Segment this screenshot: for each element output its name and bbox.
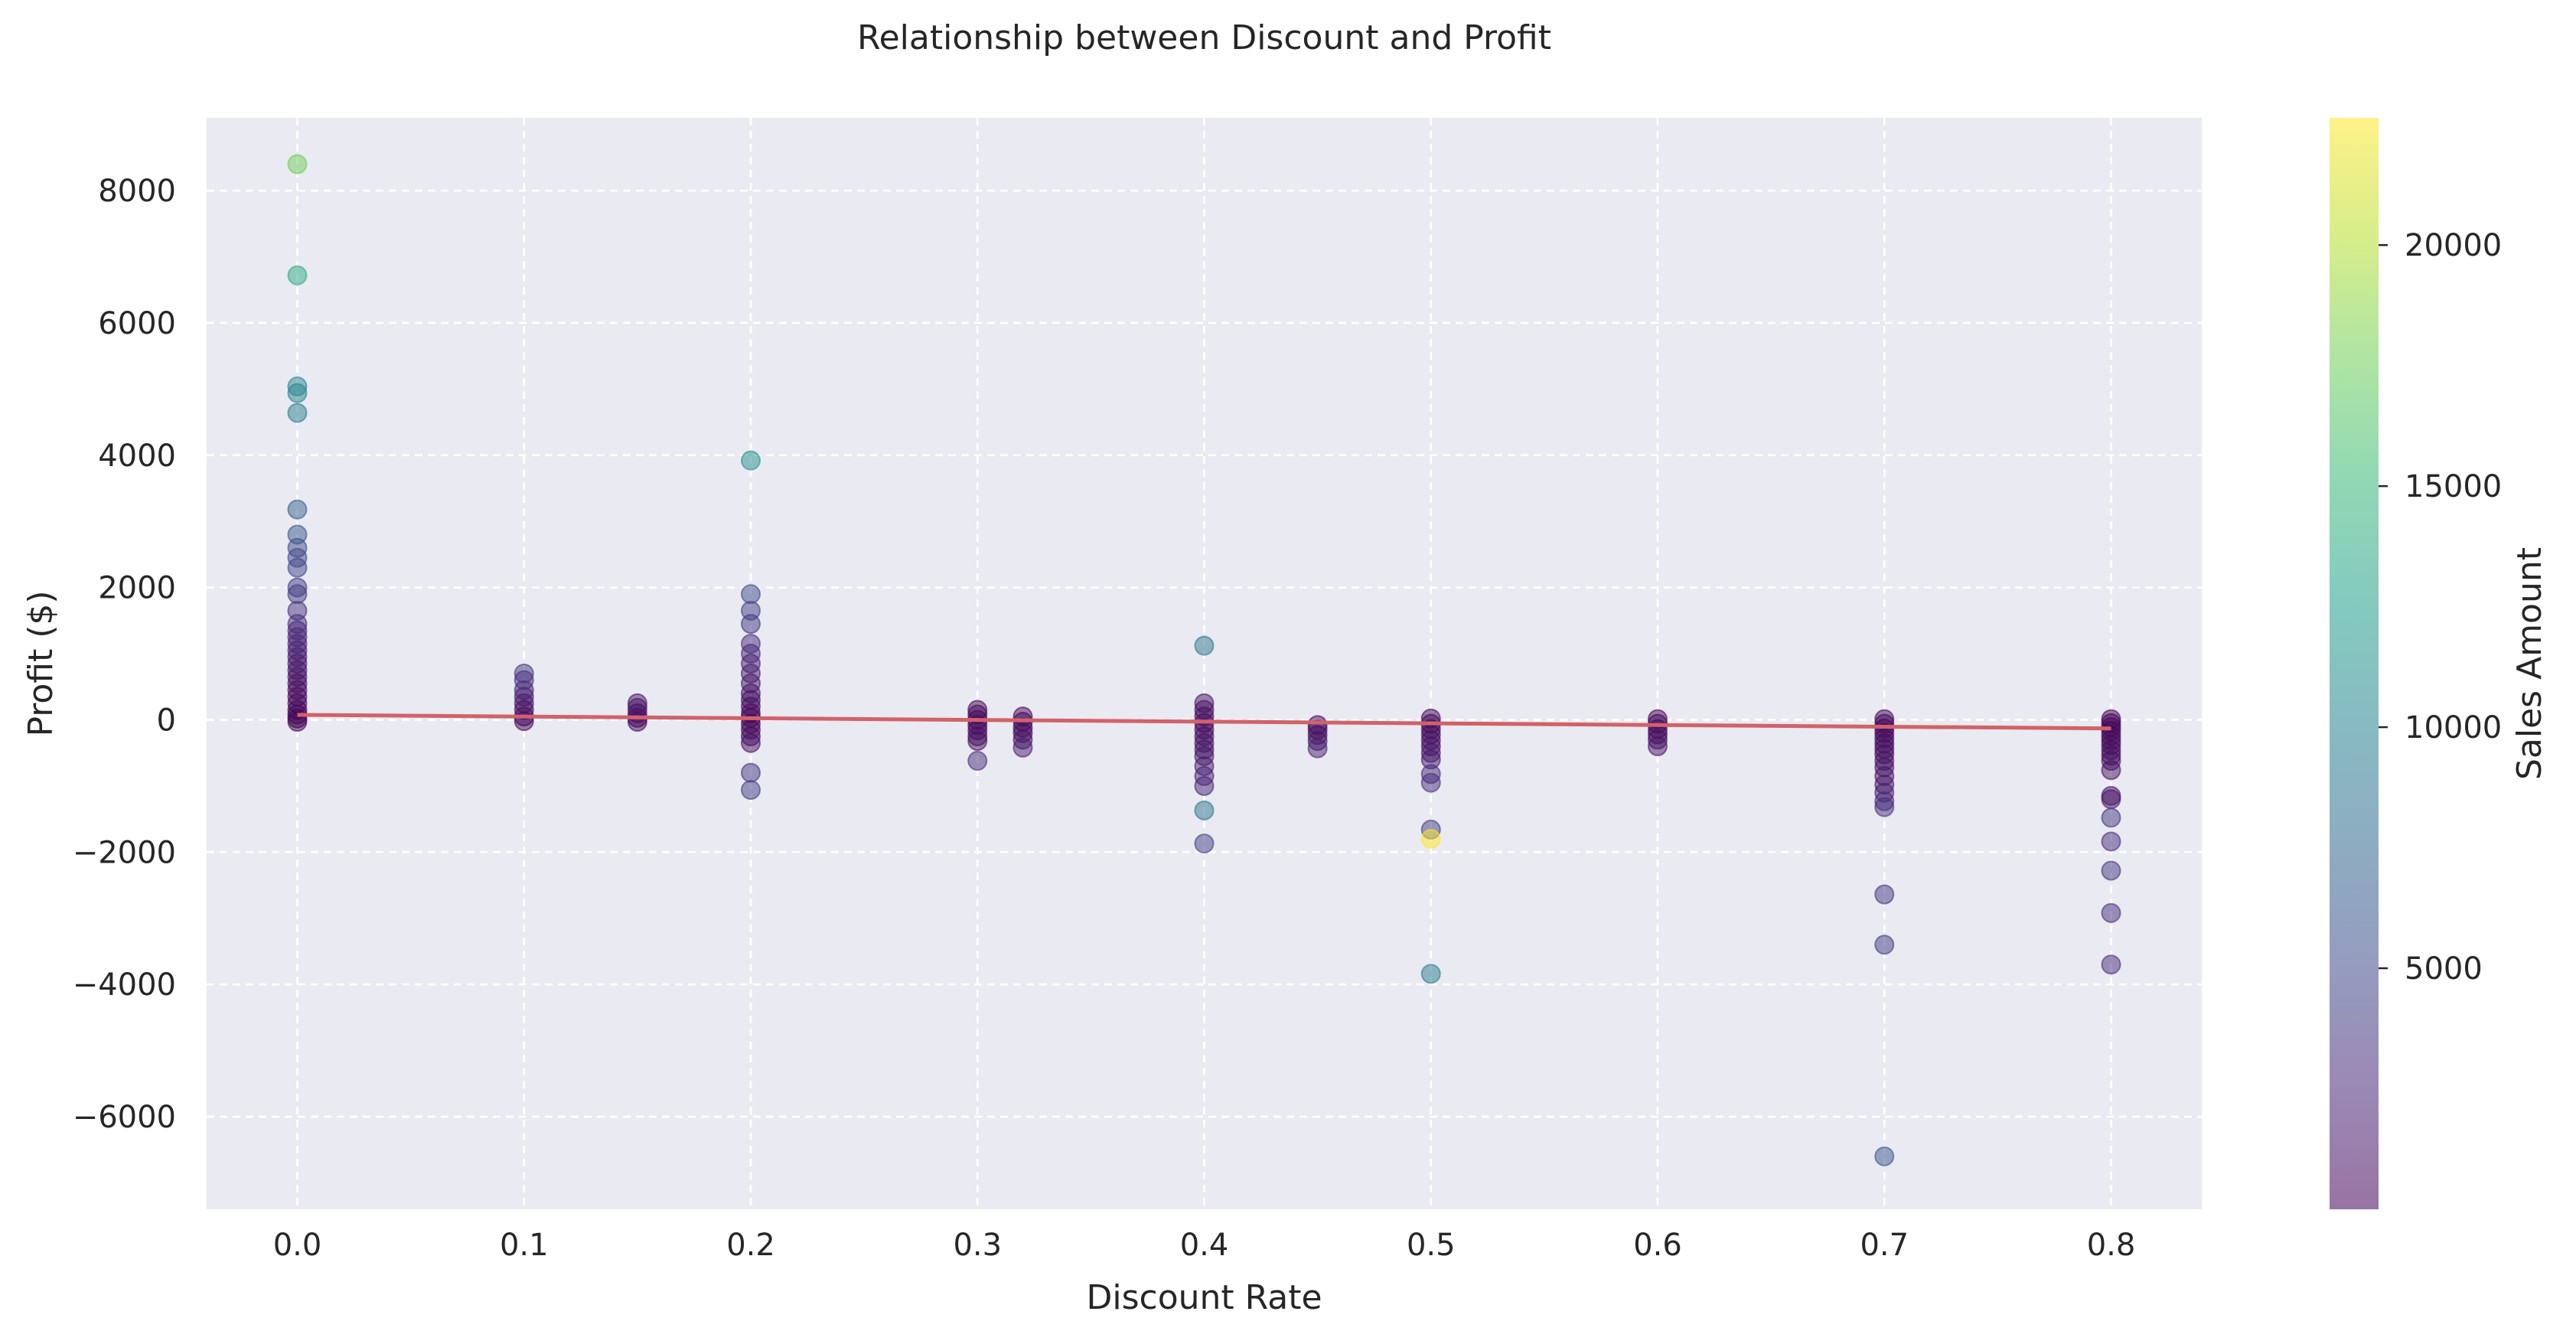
y-tick-label: 6000 [98,306,176,341]
chart-title: Relationship between Discount and Profit [857,18,1551,57]
scatter-point [741,450,761,471]
x-tick-label: 0.8 [2087,1228,2136,1263]
scatter-point [1194,800,1215,820]
y-tick-label: 0 [157,703,176,738]
trend-line-group [297,713,2111,731]
x-tick-label: 0.6 [1633,1228,1682,1263]
colorbar-label: Sales Amount [2510,547,2549,780]
y-tick-label: 4000 [98,439,176,474]
y-tick-label: −6000 [73,1100,176,1135]
scatter-point [2101,789,2121,810]
y-tick-label: −4000 [73,967,176,1003]
colorbar-tick-label: 20000 [2405,228,2502,263]
scatter-point [287,403,308,423]
scatter-point [287,154,308,175]
colorbar-ticks: 5000 10000 15000 20000 [2379,228,2502,987]
scatter-point [514,663,534,683]
scatter-point [741,780,761,801]
y-axis-ticks: −6000 −4000 −2000 0 2000 4000 6000 8000 [73,174,176,1135]
scatter-point [2101,954,2121,975]
scatter-point [967,700,988,720]
scatter-point [741,762,761,783]
trend-line [297,713,2111,731]
scatter-point [1307,738,1328,758]
scatter-point [627,693,647,713]
scatter-point [2101,760,2121,781]
scatter-point [1420,964,1441,984]
scatter-point [287,577,308,598]
scatter-point [2101,860,2121,881]
y-tick-label: 8000 [98,174,176,209]
scatter-point [1874,935,1895,955]
x-axis-label: Discount Rate [1086,1278,1322,1317]
scatter-point [1874,1146,1895,1166]
x-tick-label: 0.5 [1407,1228,1456,1263]
colorbar [2330,118,2379,1209]
plot-area [207,118,2202,1209]
x-tick-label: 0.4 [1180,1228,1229,1263]
colorbar-tick-label: 15000 [2405,469,2502,504]
x-tick-label: 0.2 [726,1228,775,1263]
y-tick-label: 2000 [98,571,176,606]
x-tick-label: 0.3 [953,1228,1002,1263]
scatter-point [1874,797,1895,817]
scatter-point [1874,884,1895,905]
scatter-point [287,265,308,285]
scatter-point [2101,902,2121,923]
scatter-point [1012,737,1033,758]
grid-lines [207,118,2202,1209]
scatter-point [1194,775,1215,796]
x-tick-label: 0.0 [273,1228,322,1263]
colorbar-tick-label: 5000 [2405,951,2483,987]
scatter-point [1648,736,1668,757]
scatter-point [287,499,308,520]
scatter-point [741,600,761,621]
scatter-point [741,634,761,654]
scatter-point [287,524,308,545]
scatter-point [967,751,988,771]
scatter-point [1420,772,1441,793]
scatter-point [741,732,761,753]
x-tick-label: 0.1 [500,1228,549,1263]
scatter-point [967,731,988,752]
x-tick-label: 0.7 [1860,1228,1909,1263]
scatter-point [1194,833,1215,854]
scatter-point [2101,807,2121,828]
scatter-point [1194,635,1215,656]
scatter-point [1194,693,1215,713]
scatter-point [287,600,308,621]
x-axis-ticks: 0.0 0.1 0.2 0.3 0.4 0.5 0.6 0.7 0.8 [273,1228,2136,1263]
scatter-point [741,584,761,605]
scatter-point [287,376,308,396]
y-axis-label: Profit ($) [21,590,60,736]
y-tick-label: −2000 [73,835,176,870]
scatter-point [1420,829,1441,850]
scatter-point [2101,831,2121,852]
colorbar-tick-label: 10000 [2405,710,2502,745]
